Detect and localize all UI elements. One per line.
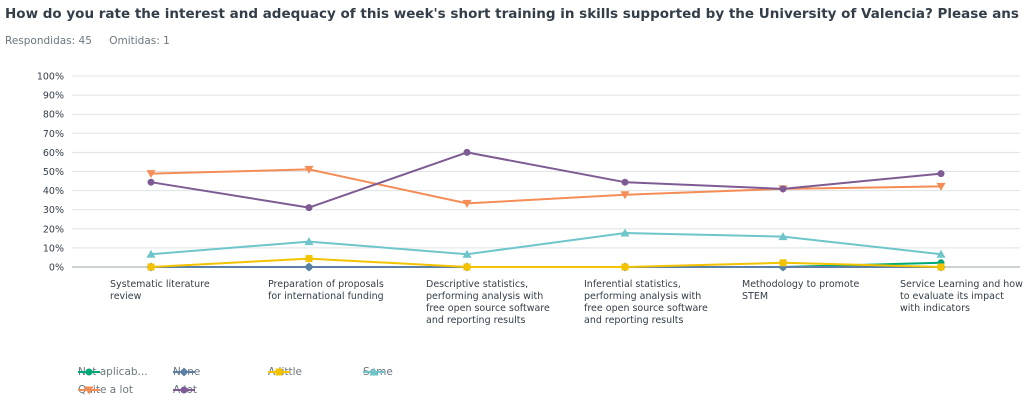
x-category-label: for international funding bbox=[268, 291, 384, 302]
legend-item: Quite a lot bbox=[78, 384, 133, 396]
x-category-label: and reporting results bbox=[426, 315, 525, 326]
legend-swatch bbox=[173, 386, 195, 394]
data-point bbox=[147, 178, 155, 186]
y-tick-label: 20% bbox=[43, 224, 64, 235]
legend-swatch bbox=[78, 386, 100, 395]
x-category-label: to evaluate its impact bbox=[900, 291, 1004, 302]
x-category-label: STEM bbox=[742, 291, 768, 302]
legend-item: Some bbox=[363, 366, 393, 378]
series-line bbox=[150, 232, 942, 256]
x-category-label: free open source software bbox=[426, 303, 550, 314]
data-point bbox=[147, 263, 155, 271]
data-point bbox=[779, 259, 787, 267]
data-point bbox=[146, 170, 156, 179]
data-point bbox=[462, 199, 472, 208]
legend-label: Not aplicab... bbox=[78, 366, 148, 378]
x-category-label: Descriptive statistics, bbox=[426, 279, 528, 290]
data-point bbox=[779, 185, 787, 193]
legend-swatch bbox=[268, 368, 290, 376]
series-line bbox=[150, 168, 942, 205]
y-tick-label: 80% bbox=[43, 110, 64, 121]
y-tick-label: 50% bbox=[43, 167, 64, 178]
x-category-label: free open source software bbox=[584, 303, 708, 314]
y-tick-label: 90% bbox=[43, 91, 64, 102]
x-category-label: with indicators bbox=[900, 303, 970, 314]
legend-item: None bbox=[173, 366, 200, 378]
data-point bbox=[463, 263, 471, 271]
legend-swatch bbox=[78, 368, 100, 376]
page-title: How do you rate the interest and adequac… bbox=[5, 6, 1019, 22]
data-point bbox=[621, 263, 629, 271]
response-stats: Respondidas: 45 Omitidas: 1 bbox=[5, 35, 184, 47]
data-point bbox=[778, 232, 788, 241]
data-point bbox=[621, 178, 629, 186]
line-chart: 0% 10% 20% 30% 40% 50% 60% 70% 80% 90% 100% Systema… bbox=[37, 72, 1023, 327]
y-tick-label: 40% bbox=[43, 186, 64, 197]
data-point bbox=[620, 191, 630, 200]
skipped-count: Omitidas: 1 bbox=[109, 35, 170, 47]
legend-item: A little bbox=[268, 366, 302, 378]
data-point bbox=[304, 165, 314, 174]
x-category-label: Inferential statistics, bbox=[584, 279, 681, 290]
chart-legend: Not aplicab... None A little Some Quite a lo… bbox=[78, 366, 498, 398]
x-category-label: and reporting results bbox=[584, 315, 683, 326]
series-line bbox=[150, 257, 942, 268]
data-point bbox=[305, 255, 313, 263]
data-point bbox=[146, 249, 156, 258]
legend-swatch bbox=[363, 367, 385, 376]
data-point bbox=[937, 263, 945, 271]
y-tick-label: 100% bbox=[37, 72, 64, 83]
x-category-label: performing analysis with bbox=[426, 291, 543, 302]
data-point bbox=[304, 237, 314, 246]
x-category-label: performing analysis with bbox=[584, 291, 701, 302]
legend-item: Not aplicab... bbox=[78, 366, 148, 378]
y-tick-label: 30% bbox=[43, 205, 64, 216]
y-tick-label: 60% bbox=[43, 148, 64, 159]
x-category-label: review bbox=[110, 291, 142, 302]
data-point bbox=[620, 228, 630, 237]
y-tick-label: 0% bbox=[49, 263, 64, 274]
x-category-label: Systematic literature bbox=[110, 279, 210, 290]
answered-count: Respondidas: 45 bbox=[5, 35, 92, 47]
x-category-label: Methodology to promote bbox=[742, 279, 859, 290]
x-category-label: Service Learning and how bbox=[900, 279, 1023, 290]
x-category-label: Preparation of proposals bbox=[268, 279, 384, 290]
data-point bbox=[462, 249, 472, 258]
y-tick-label: 70% bbox=[43, 129, 64, 140]
legend-item: A lot bbox=[173, 384, 197, 396]
series-line bbox=[150, 151, 942, 209]
data-point bbox=[304, 262, 314, 272]
data-point bbox=[463, 148, 471, 156]
data-point bbox=[937, 170, 945, 178]
legend-swatch bbox=[173, 367, 195, 377]
data-point bbox=[936, 182, 946, 191]
y-tick-label: 10% bbox=[43, 243, 64, 254]
data-point bbox=[936, 249, 946, 258]
data-point bbox=[305, 204, 313, 212]
